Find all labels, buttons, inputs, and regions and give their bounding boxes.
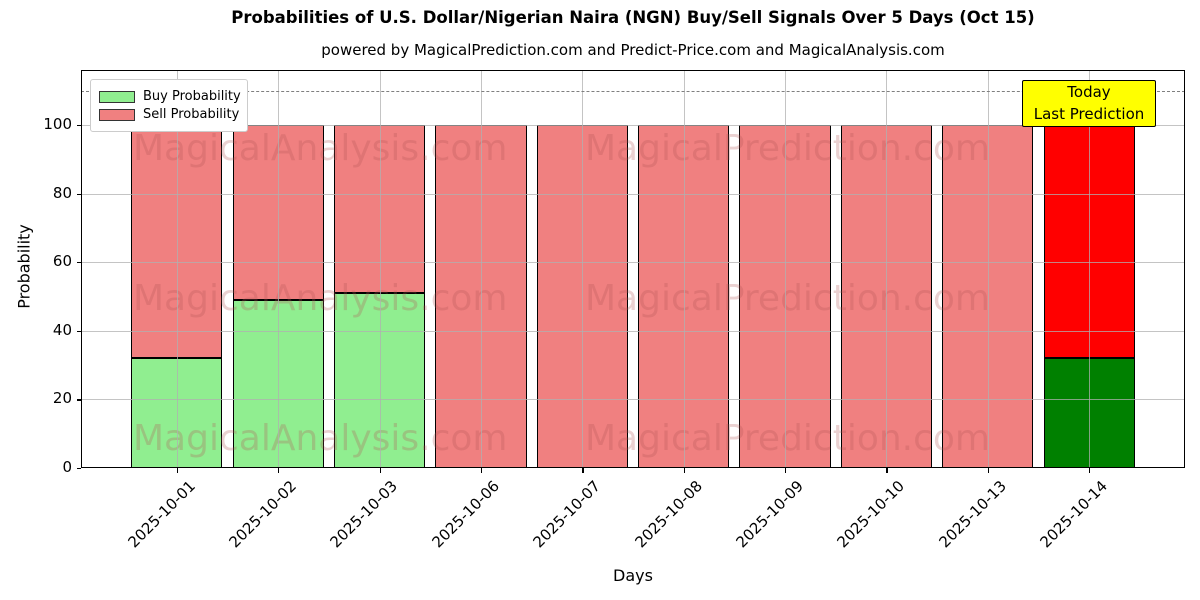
x-tick-label-2025-10-07: 2025-10-07: [529, 477, 605, 552]
legend-label-buy: Buy Probability: [143, 89, 241, 104]
y-tick-mark-60: [77, 262, 81, 264]
sell-bar-2025-10-09: [739, 124, 831, 468]
x-tick-label-2025-10-13: 2025-10-13: [935, 477, 1010, 552]
sell-probability-swatch: [99, 108, 135, 121]
y-tick-label-0: 0: [62, 458, 72, 476]
sell-bar-2025-10-01: [131, 124, 223, 359]
x-tick-mark-2025-10-13: [987, 468, 990, 473]
x-tick-label-2025-10-01: 2025-10-01: [124, 477, 199, 552]
today-annotation-box: Today Last Prediction: [1022, 80, 1156, 127]
x-tick-label-2025-10-10: 2025-10-10: [833, 477, 909, 552]
x-tick-mark-2025-10-09: [785, 468, 787, 473]
chart-title: Probabilities of U.S. Dollar/Nigerian Na…: [231, 8, 1035, 27]
x-tick-mark-2025-10-02: [278, 468, 280, 473]
v-gridline-2025-10-13: [987, 70, 989, 468]
y-tick-mark-100: [77, 124, 81, 127]
v-gridline-2025-10-10: [886, 70, 888, 468]
y-tick-label-100: 100: [43, 114, 72, 133]
v-gridline-2025-10-09: [785, 70, 787, 468]
dashed-threshold-line: [81, 90, 1185, 92]
sell-bar-2025-10-10: [840, 124, 933, 468]
x-tick-mark-2025-10-14: [1089, 468, 1091, 473]
y-tick-mark-20: [77, 399, 81, 401]
v-gridline-2025-10-14: [1089, 70, 1091, 468]
x-tick-label-2025-10-02: 2025-10-02: [225, 477, 300, 552]
h-gridline-20: [81, 399, 1185, 401]
y-tick-mark-0: [77, 468, 81, 470]
sell-bar-2025-10-13: [942, 124, 1034, 468]
y-tick-mark-40: [77, 330, 81, 333]
sell-bar-2025-10-08: [638, 124, 730, 468]
legend-label-sell: Sell Probability: [143, 107, 240, 122]
h-gridline-80: [81, 193, 1185, 195]
x-tick-label-2025-10-09: 2025-10-09: [732, 477, 807, 552]
x-tick-mark-2025-10-06: [480, 468, 483, 473]
x-tick-label-2025-10-03: 2025-10-03: [326, 477, 402, 552]
x-axis-label: Days: [613, 566, 653, 585]
y-tick-label-60: 60: [52, 252, 72, 271]
v-gridline-2025-10-08: [683, 70, 685, 468]
x-tick-mark-2025-10-01: [176, 468, 179, 473]
v-gridline-2025-10-03: [379, 70, 381, 468]
y-tick-label-40: 40: [52, 320, 72, 339]
h-gridline-100: [81, 124, 1185, 126]
legend-entry-buy: Buy Probability: [99, 89, 241, 104]
x-tick-label-2025-10-14: 2025-10-14: [1036, 477, 1111, 552]
buy-bar-2025-10-03: [333, 293, 426, 468]
annotation-line-2: Last Prediction: [1033, 104, 1145, 123]
y-tick-label-20: 20: [52, 389, 72, 408]
x-tick-mark-2025-10-08: [683, 468, 685, 473]
legend: Buy Probability Sell Probability: [90, 79, 248, 132]
x-tick-mark-2025-10-07: [582, 468, 584, 473]
v-gridline-2025-10-01: [176, 70, 178, 468]
h-gridline-40: [81, 330, 1185, 332]
v-gridline-2025-10-06: [480, 70, 482, 468]
buy-probability-swatch: [99, 90, 135, 103]
y-tick-label-80: 80: [52, 183, 72, 202]
x-tick-mark-2025-10-03: [379, 468, 381, 473]
x-tick-label-2025-10-08: 2025-10-08: [631, 477, 706, 552]
x-tick-label-2025-10-06: 2025-10-06: [428, 477, 503, 552]
chart-subtitle: powered by MagicalPrediction.com and Pre…: [321, 41, 945, 59]
annotation-line-1: Today: [1067, 82, 1111, 101]
h-gridline-60: [81, 262, 1185, 264]
y-tick-mark-80: [77, 193, 81, 195]
x-tick-mark-2025-10-10: [886, 468, 888, 473]
legend-entry-sell: Sell Probability: [99, 107, 239, 122]
v-gridline-2025-10-07: [582, 70, 584, 468]
v-gridline-2025-10-02: [278, 70, 280, 468]
